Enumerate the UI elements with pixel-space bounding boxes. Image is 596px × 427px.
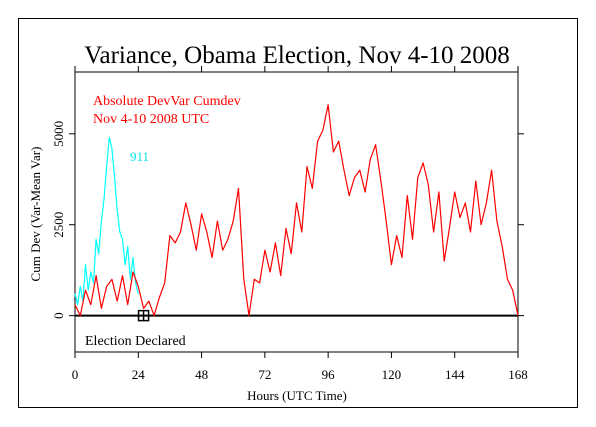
series-layer (74, 104, 519, 317)
x-tick-label: 120 (382, 367, 402, 382)
x-tick-label: 24 (132, 367, 146, 382)
legend-line-1: Absolute DevVar Cumdev (93, 94, 241, 109)
series-line-main (74, 104, 519, 317)
x-tick-label: 72 (258, 367, 271, 382)
event-label: Election Declared (85, 334, 186, 349)
x-tick-label: 0 (72, 367, 79, 382)
x-axis-label: Hours (UTC Time) (247, 388, 347, 403)
chart-title: Variance, Obama Election, Nov 4-10 2008 (84, 42, 510, 69)
axis-ticks: 0 24 48 72 96 120 144 168 0 2500 5000 (51, 66, 528, 382)
y-tick-label: 0 (51, 312, 66, 319)
comparison-label: 911 (130, 149, 149, 164)
series-line-comparison (74, 136, 139, 306)
x-tick-label: 48 (195, 367, 208, 382)
y-tick-label: 2500 (51, 212, 66, 238)
x-tick-label: 168 (508, 367, 528, 382)
plot-area (74, 71, 519, 353)
legend-line-2: Nov 4-10 2008 UTC (93, 112, 209, 127)
y-tick-label: 5000 (51, 121, 66, 147)
y-axis-label: Cum Dev (Var-Mean Var) (28, 147, 43, 282)
chart-frame (18, 18, 578, 408)
x-tick-label: 96 (322, 367, 336, 382)
x-tick-label: 144 (445, 367, 465, 382)
